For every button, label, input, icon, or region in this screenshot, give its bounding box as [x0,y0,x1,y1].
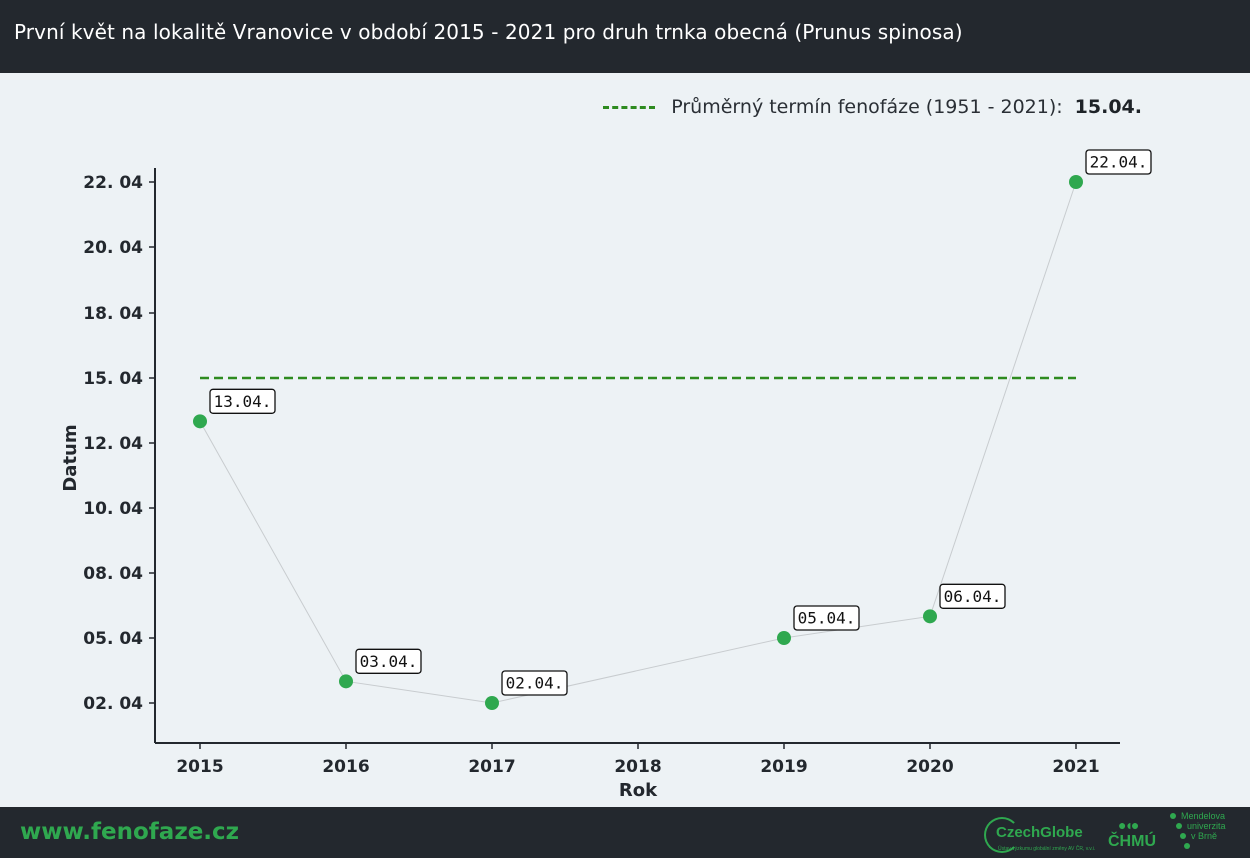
y-tick-label: 15. 04 [83,369,143,389]
data-point [193,414,207,429]
mendel-dot-icon [1170,813,1176,819]
mendel-university-logo: Mendelova univerzita v Brně [1170,811,1248,857]
data-label-box [355,648,422,674]
data-label-box [1085,149,1152,175]
y-tick-label: 05. 04 [83,629,143,649]
y-tick-label: 12. 04 [83,434,143,454]
data-label: 13.04. [214,392,272,411]
data-label: 05.04. [798,609,856,628]
y-tick-label: 20. 04 [83,238,143,258]
data-label: 06.04. [944,587,1002,606]
mendel-dot-icon [1184,843,1190,849]
y-tick-label: 02. 04 [83,694,143,714]
mendel-dot-icon [1180,833,1186,839]
legend-value: 15.04. [1074,96,1142,118]
mendel-logo-line-1: Mendelova [1181,811,1226,821]
legend-label: Průměrný termín fenofáze (1951 - 2021): [671,96,1063,118]
data-point [1069,175,1083,189]
y-tick-label: 22. 04 [83,173,143,193]
mendel-dot-icon [1176,823,1182,829]
data-label-box [501,670,568,696]
x-tick-label: 2015 [176,757,223,777]
footer-bar: www.fenofaze.cz CzechGlobe Ústav výzkumu… [0,807,1250,858]
x-tick-label: 2020 [906,757,953,777]
x-tick-label: 2019 [760,757,807,777]
czechglobe-logo-subtext: Ústav výzkumu globální změny AV ČR, v.v.… [998,846,1096,852]
x-tick-label: 2018 [614,757,661,777]
y-tick-label: 08. 04 [83,564,143,584]
data-label: 03.04. [360,652,418,671]
chmu-dots-icon: ●◖● [1118,817,1139,833]
x-tick-label: 2021 [1052,757,1099,777]
data-label-box [209,388,276,414]
y-tick-label: 10. 04 [83,499,143,519]
czechglobe-logo-text: CzechGlobe [996,824,1083,841]
data-point [777,631,791,645]
data-point [485,696,499,710]
chmu-logo: ●◖● ČHMÚ [1106,817,1162,853]
y-axis-label: Datum [60,424,81,491]
chmu-logo-text: ČHMÚ [1108,833,1156,850]
data-label: 02.04. [506,674,564,693]
data-point [923,609,937,624]
chart-legend: Průměrný termín fenofáze (1951 - 2021): … [603,96,1142,118]
data-label: 22.04. [1090,153,1148,172]
legend-dashed-line-swatch [603,105,656,109]
data-label-box [793,605,860,631]
page-title: První květ na lokalitě Vranovice v obdob… [14,20,963,44]
x-axis-label: Rok [619,780,658,801]
x-tick-label: 2017 [468,757,515,777]
header-bar: První květ na lokalitě Vranovice v obdob… [0,0,1250,73]
x-tick-label: 2016 [322,757,369,777]
czechglobe-ring-icon [984,817,1020,853]
data-point [339,674,353,689]
czechglobe-logo: CzechGlobe Ústav výzkumu globální změny … [984,815,1095,855]
y-tick-label: 18. 04 [83,304,143,324]
data-label-box [939,583,1006,609]
mendel-logo-line-3: v Brně [1191,831,1218,841]
mendel-logo-line-2: univerzita [1187,821,1226,831]
data-connector-line [199,181,1077,704]
website-link[interactable]: www.fenofaze.cz [20,819,240,845]
